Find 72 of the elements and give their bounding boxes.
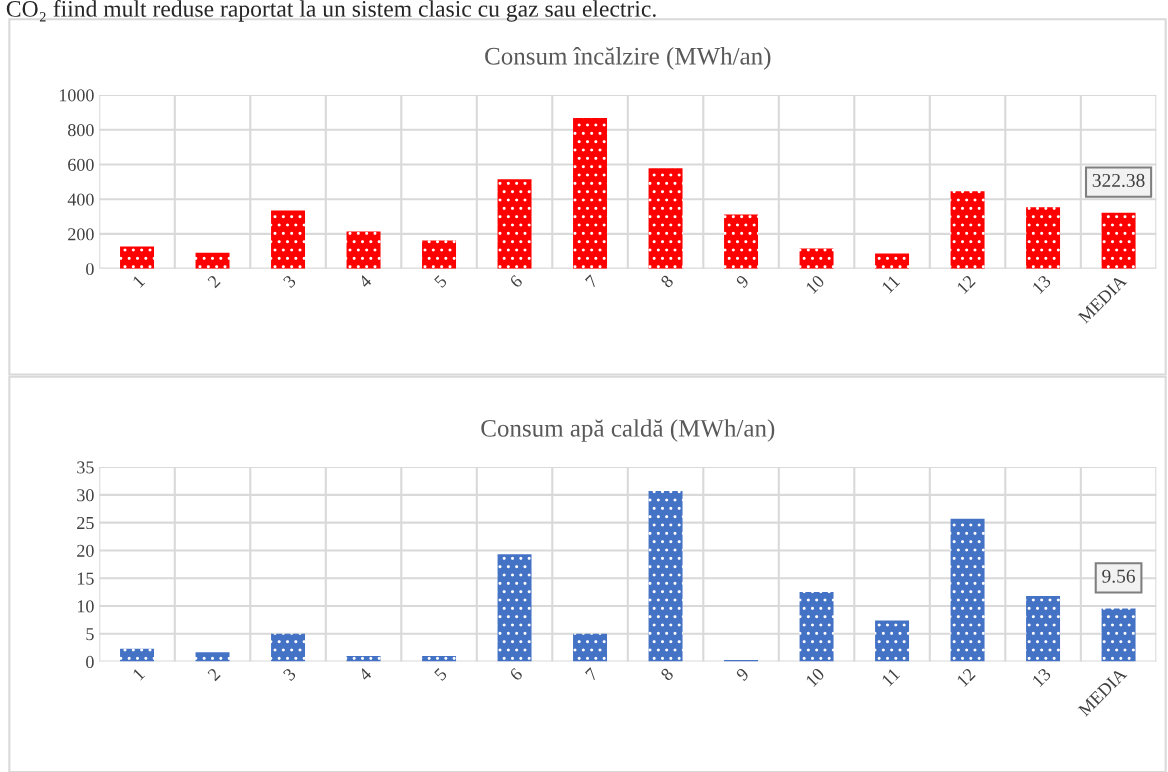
bar: [346, 231, 381, 269]
x-tick-label: 7: [585, 274, 599, 288]
bar: [648, 168, 683, 269]
bar: [120, 648, 155, 662]
x-tick-label: 11: [881, 274, 901, 294]
x-tick-label: 8: [660, 274, 675, 289]
bar: [271, 210, 306, 269]
x-tick-label: 6: [509, 667, 524, 682]
bar: [120, 246, 155, 269]
bar: [346, 656, 381, 662]
bar: [799, 592, 834, 662]
bar: [422, 656, 457, 662]
chart-title: Consum încălzire (MWh/an): [485, 47, 771, 70]
bar: [497, 179, 532, 269]
bar: [1101, 608, 1136, 662]
y-tick-label: 20: [77, 544, 94, 557]
y-tick-label: 15: [77, 572, 94, 585]
bar: [497, 554, 532, 662]
x-tick-label: 1: [132, 274, 146, 288]
bar: [648, 490, 683, 662]
x-tick-label: 3: [282, 274, 297, 289]
x-tick-label: 5: [433, 667, 448, 682]
y-tick-label: 1000: [59, 89, 94, 102]
y-tick-label: 400: [67, 193, 94, 206]
bar: [422, 240, 457, 269]
x-tick-label: 2: [207, 274, 221, 289]
x-tick-label: 12: [956, 274, 976, 295]
y-tick-label: 30: [77, 489, 94, 502]
y-tick-label: 10: [77, 600, 94, 613]
bar: [724, 214, 759, 269]
y-tick-label: 0: [86, 262, 94, 276]
y-tick-label: 200: [68, 228, 94, 241]
bar: [1101, 212, 1136, 269]
y-tick-label: 25: [77, 516, 94, 530]
y-tick-label: 5: [86, 628, 94, 641]
data-label: 9.56: [1102, 569, 1135, 583]
bar: [1026, 207, 1061, 269]
x-tick-label: 2: [207, 667, 221, 682]
x-tick-label: 13: [1031, 667, 1052, 688]
x-tick-label: 8: [660, 667, 675, 682]
x-tick-label: 6: [509, 274, 524, 289]
y-tick-label: 600: [68, 158, 94, 171]
x-tick-label: 7: [585, 667, 599, 681]
x-tick-label: 9: [735, 274, 750, 289]
y-tick-label: 0: [86, 655, 94, 669]
bar: [271, 633, 306, 662]
bar: [799, 248, 834, 269]
bar: [573, 633, 608, 662]
text: CO₂ fiind mult reduse raportat la un sistem clasic cu gaz sau electric.: [6, 0, 656, 22]
x-tick-label: 11: [881, 667, 901, 687]
x-tick-label: 3: [282, 667, 297, 682]
x-tick-label: 1: [132, 667, 146, 681]
bar: [875, 253, 910, 269]
x-tick-label: 10: [805, 274, 826, 295]
y-tick-label: 35: [77, 461, 94, 474]
chart-title: Consum apă caldă (MWh/an): [481, 419, 775, 442]
bar: [950, 191, 985, 269]
bar: [573, 118, 608, 269]
x-tick-label: 13: [1031, 274, 1052, 295]
x-tick-label: 12: [956, 667, 976, 687]
bar: [950, 518, 985, 662]
data-label: 322.38: [1092, 173, 1145, 188]
x-tick-label: 9: [735, 667, 750, 682]
x-tick-label: 4: [357, 667, 373, 682]
x-tick-label: 5: [433, 274, 448, 289]
bar: [1026, 596, 1061, 662]
bar: [195, 252, 230, 269]
y-tick-label: 800: [68, 123, 94, 137]
bar: [875, 620, 910, 662]
x-tick-label: 4: [357, 274, 373, 289]
bar: [195, 652, 230, 662]
x-tick-label: 10: [805, 667, 826, 688]
